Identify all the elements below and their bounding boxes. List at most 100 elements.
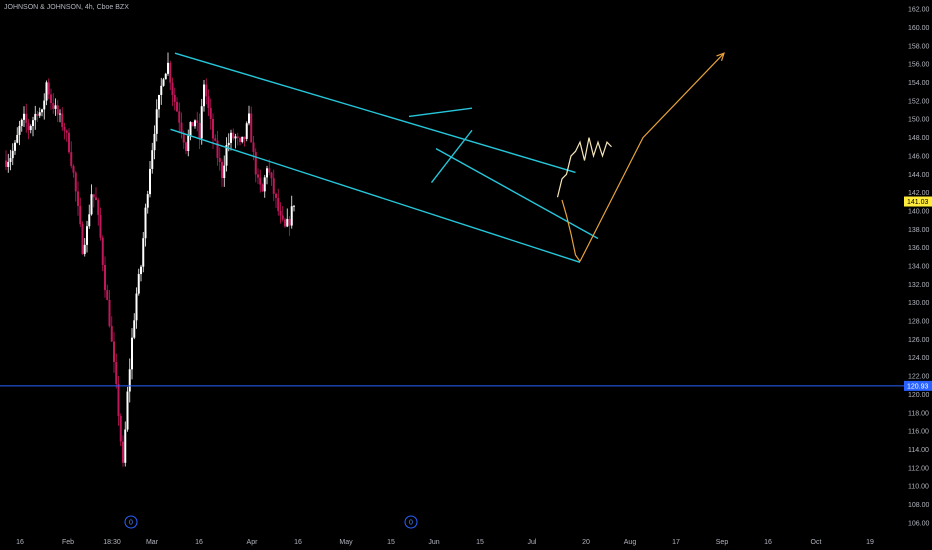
candle-body (50, 94, 52, 104)
candle-body (7, 161, 10, 167)
candle-body (173, 95, 176, 102)
candle-body (259, 177, 262, 185)
candle-body (169, 62, 172, 83)
candle-body (54, 105, 57, 109)
candle-body (72, 165, 75, 173)
y-tick-label: 106.00 (908, 520, 930, 527)
y-tick-label: 160.00 (908, 25, 930, 32)
candle-body (158, 95, 160, 110)
candle-body (95, 197, 97, 201)
x-tick-label: Sep (716, 539, 729, 546)
candle-body (68, 132, 70, 153)
last-price-label: 141.03 (907, 199, 929, 206)
candle-body (101, 237, 104, 265)
candle-body (227, 142, 230, 146)
candle-body (65, 130, 68, 133)
x-tick-label: Aug (624, 539, 637, 546)
x-tick-label: 15 (476, 539, 484, 546)
candle-body (32, 120, 34, 126)
projection-dip-path[interactable] (561, 199, 581, 262)
candle-body (212, 118, 214, 139)
candle-body (83, 244, 86, 254)
candle-body (198, 122, 201, 139)
event-marker-icon[interactable] (124, 515, 138, 529)
candle-body (167, 62, 169, 74)
channel-lower-line[interactable] (170, 128, 581, 263)
y-tick-label: 132.00 (908, 282, 930, 289)
candle-body (203, 84, 205, 107)
candle-body (207, 96, 210, 108)
x-tick-label: Apr (247, 539, 259, 546)
candle-body (182, 132, 185, 143)
candle-body (56, 105, 59, 115)
candle-body (128, 369, 131, 392)
y-tick-label: 126.00 (908, 337, 930, 344)
candle-body (191, 122, 194, 127)
candle-body (221, 162, 223, 179)
candle-body (34, 113, 37, 121)
x-tick-label: Oct (811, 539, 822, 546)
candle-body (45, 82, 48, 101)
candle-body (270, 172, 273, 179)
candle-body (59, 113, 61, 115)
small-channel-upper-line[interactable] (435, 147, 599, 240)
candle-body (223, 165, 226, 179)
candle-body (108, 299, 111, 327)
candle-body (239, 138, 241, 142)
candle-body (99, 215, 102, 238)
candle-body (275, 193, 277, 198)
candle-body (257, 174, 259, 178)
candle-body (27, 122, 30, 131)
candle-body (225, 145, 228, 166)
candle-body (20, 119, 23, 127)
candle-body (122, 441, 124, 463)
candle-body (38, 112, 41, 116)
candle-body (106, 290, 109, 300)
y-tick-label: 124.00 (908, 355, 930, 362)
candle-body (79, 206, 82, 225)
y-tick-label: 158.00 (908, 43, 930, 50)
candle-body (281, 215, 284, 220)
candle-body (70, 152, 73, 166)
candle-body (214, 138, 217, 141)
y-tick-label: 162.00 (908, 7, 930, 14)
y-tick-label: 150.00 (908, 117, 930, 124)
candle-body (81, 224, 84, 254)
channel-upper-line[interactable] (174, 52, 576, 174)
candle-body (196, 120, 199, 123)
projection-wiggle-path[interactable] (556, 137, 612, 198)
x-tick-label: Jul (528, 539, 537, 546)
candle-body (162, 79, 165, 86)
candle-body (153, 133, 156, 151)
event-marker-icon[interactable] (404, 515, 418, 529)
y-tick-label: 120.00 (908, 392, 930, 399)
x-tick-label: 18:30 (103, 539, 121, 546)
projection-up-path[interactable] (579, 52, 725, 262)
candle-body (77, 191, 79, 207)
candle-body (293, 205, 295, 207)
y-tick-label: 116.00 (908, 429, 929, 436)
y-tick-label: 138.00 (908, 227, 930, 234)
support-price-badge (904, 380, 932, 391)
flag-lower-line[interactable] (430, 129, 473, 183)
candle-body (194, 120, 196, 127)
x-tick-label: Mar (146, 539, 159, 546)
last-price-badge (904, 196, 932, 207)
candle-body (47, 82, 50, 95)
flag-upper-line[interactable] (408, 107, 473, 118)
candle-body (52, 103, 55, 109)
candle-body (218, 157, 221, 163)
candle-body (9, 158, 12, 162)
y-tick-label: 148.00 (908, 135, 930, 142)
y-tick-label: 156.00 (908, 62, 930, 69)
candle-body (135, 293, 138, 321)
event-marker-label: 0 (409, 520, 413, 527)
symbol-title: JOHNSON & JOHNSON, 4h, Cboe BZX (4, 4, 129, 11)
candle-body (277, 197, 280, 211)
y-tick-label: 136.00 (908, 245, 930, 252)
candle-body (241, 136, 244, 142)
candle-body (160, 85, 163, 96)
y-tick-label: 146.00 (908, 153, 930, 160)
candle-body (261, 184, 264, 192)
